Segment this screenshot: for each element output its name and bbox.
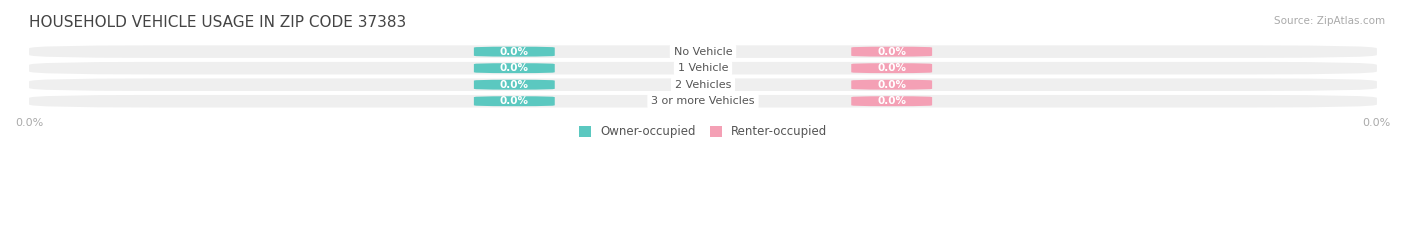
Text: 0.0%: 0.0% bbox=[877, 80, 907, 90]
FancyBboxPatch shape bbox=[474, 96, 555, 106]
Text: 2 Vehicles: 2 Vehicles bbox=[675, 80, 731, 90]
Text: 3 or more Vehicles: 3 or more Vehicles bbox=[651, 96, 755, 106]
FancyBboxPatch shape bbox=[30, 62, 1376, 75]
Text: 0.0%: 0.0% bbox=[499, 80, 529, 90]
Text: 0.0%: 0.0% bbox=[499, 47, 529, 57]
FancyBboxPatch shape bbox=[851, 80, 932, 90]
Text: Source: ZipAtlas.com: Source: ZipAtlas.com bbox=[1274, 16, 1385, 26]
FancyBboxPatch shape bbox=[851, 47, 932, 57]
Legend: Owner-occupied, Renter-occupied: Owner-occupied, Renter-occupied bbox=[574, 121, 832, 143]
FancyBboxPatch shape bbox=[474, 80, 555, 90]
Text: 1 Vehicle: 1 Vehicle bbox=[678, 63, 728, 73]
FancyBboxPatch shape bbox=[851, 96, 932, 106]
FancyBboxPatch shape bbox=[30, 79, 1376, 91]
Text: 0.0%: 0.0% bbox=[499, 63, 529, 73]
FancyBboxPatch shape bbox=[30, 45, 1376, 58]
FancyBboxPatch shape bbox=[474, 47, 555, 57]
Text: HOUSEHOLD VEHICLE USAGE IN ZIP CODE 37383: HOUSEHOLD VEHICLE USAGE IN ZIP CODE 3738… bbox=[30, 15, 406, 30]
FancyBboxPatch shape bbox=[851, 63, 932, 73]
Text: No Vehicle: No Vehicle bbox=[673, 47, 733, 57]
Text: 0.0%: 0.0% bbox=[877, 47, 907, 57]
FancyBboxPatch shape bbox=[474, 63, 555, 73]
FancyBboxPatch shape bbox=[30, 95, 1376, 107]
Text: 0.0%: 0.0% bbox=[499, 96, 529, 106]
Text: 0.0%: 0.0% bbox=[877, 96, 907, 106]
Text: 0.0%: 0.0% bbox=[877, 63, 907, 73]
